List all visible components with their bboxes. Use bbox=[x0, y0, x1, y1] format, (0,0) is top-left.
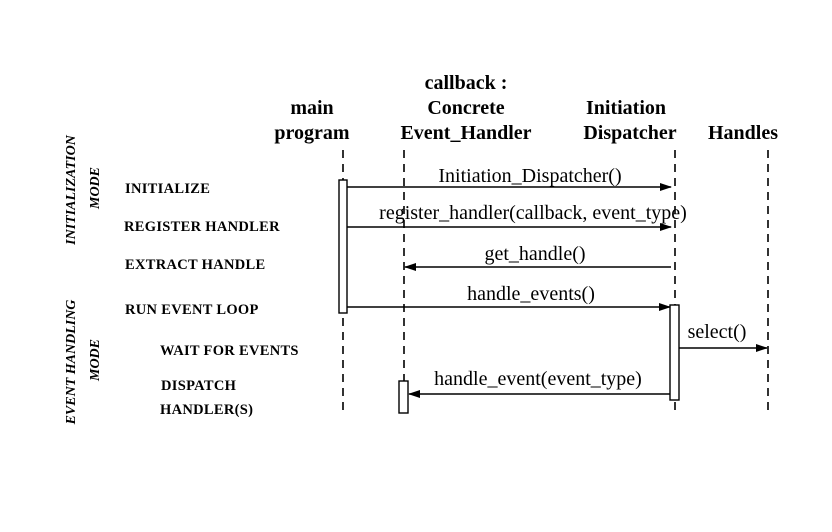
step-run-event-loop: RUN EVENT LOOP bbox=[125, 302, 259, 318]
activation-main-program bbox=[338, 179, 348, 314]
mode-event-handling: EVENT HANDLING MODE bbox=[64, 300, 103, 426]
main-program-label-line2: program bbox=[274, 122, 350, 144]
participant-handles: Handles bbox=[708, 122, 778, 144]
message-label: handle_event(event_type) bbox=[434, 368, 642, 390]
step-wait-for-events: WAIT FOR EVENTS bbox=[160, 343, 299, 359]
participant-callback-event-handler: callback : Concrete Event_Handler bbox=[400, 72, 531, 144]
message-label: get_handle() bbox=[484, 243, 585, 265]
message-label: handle_events() bbox=[467, 283, 595, 305]
message-label: register_handler(callback, event_type) bbox=[379, 202, 687, 224]
callback-label-line3: Event_Handler bbox=[400, 122, 531, 144]
step-extract-handle: EXTRACT HANDLE bbox=[125, 257, 266, 273]
message-get-handle: get_handle() bbox=[404, 243, 671, 271]
message-label: select() bbox=[688, 321, 747, 343]
mode-event-handling-line2: MODE bbox=[88, 339, 103, 382]
participant-main-program: main program bbox=[274, 97, 350, 144]
message-register-handler: register_handler(callback, event_type) bbox=[347, 202, 687, 231]
step-register-handler: REGISTER HANDLER bbox=[124, 219, 280, 235]
message-initiation-dispatcher-ctor: Initiation_Dispatcher() bbox=[347, 165, 672, 191]
main-program-label-line1: main bbox=[290, 97, 333, 119]
message-handle-event: handle_event(event_type) bbox=[408, 368, 670, 398]
dispatcher-label-line2: Dispatcher bbox=[583, 122, 676, 144]
mode-initialization-line2: MODE bbox=[88, 167, 103, 210]
callback-label-line1: callback : bbox=[425, 72, 508, 94]
step-initialize: INITIALIZE bbox=[125, 181, 210, 197]
mode-initialization-line1: INITIALIZATION bbox=[64, 134, 79, 246]
callback-label-line2: Concrete bbox=[427, 97, 504, 119]
dispatcher-label-line1: Initiation bbox=[586, 97, 666, 119]
mode-event-handling-line1: EVENT HANDLING bbox=[64, 300, 79, 426]
participant-initiation-dispatcher: Initiation Dispatcher bbox=[583, 97, 676, 144]
step-dispatch-line2: HANDLER(S) bbox=[160, 402, 253, 418]
activation-dispatcher bbox=[669, 304, 680, 401]
message-select: select() bbox=[679, 321, 768, 352]
step-dispatch-line1: DISPATCH bbox=[161, 378, 237, 394]
mode-initialization: INITIALIZATION MODE bbox=[64, 134, 103, 246]
activation-callback bbox=[398, 380, 409, 414]
message-label: Initiation_Dispatcher() bbox=[438, 165, 621, 187]
message-handle-events: handle_events() bbox=[347, 283, 671, 311]
